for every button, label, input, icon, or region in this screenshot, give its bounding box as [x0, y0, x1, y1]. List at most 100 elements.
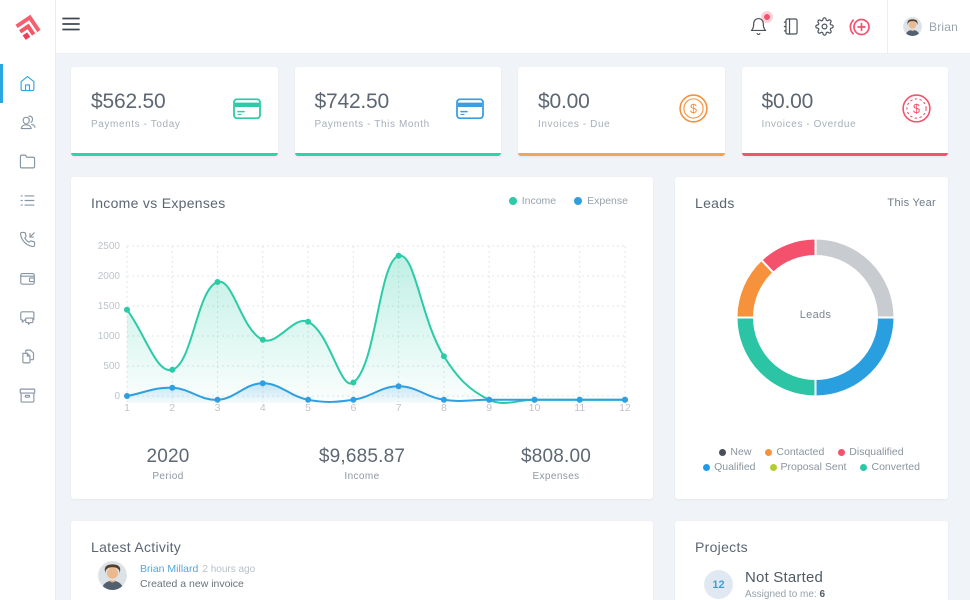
svg-text:2500: 2500 — [98, 241, 121, 252]
sidebar-item-documents[interactable] — [0, 337, 55, 376]
legend-dot — [769, 463, 777, 471]
top-header: Brian — [56, 0, 970, 54]
hamburger-icon — [62, 17, 80, 31]
legend-label: Converted — [871, 461, 920, 473]
leads-legend-item-disqualified[interactable]: Disqualified — [838, 446, 904, 458]
legend-dot — [508, 197, 517, 205]
activity-user-link[interactable]: Brian Millard — [140, 563, 199, 575]
stat-accent-bar — [741, 153, 948, 156]
sidebar-item-contacts[interactable] — [0, 103, 55, 142]
sidebar-item-home[interactable] — [0, 64, 55, 103]
legend-label: New — [730, 446, 752, 458]
stat-label: Payments - Today — [91, 119, 181, 130]
svg-text:6: 6 — [350, 402, 356, 414]
activity-title: Latest Activity — [91, 539, 182, 555]
svg-text:5: 5 — [305, 402, 311, 414]
stat-text: $562.50 Payments - Today — [91, 67, 180, 153]
quick-add-button[interactable] — [848, 15, 872, 39]
legend-dot — [719, 448, 727, 456]
sidebar-item-wallet[interactable] — [0, 259, 55, 298]
legend-item-expense[interactable]: Expense — [574, 195, 628, 207]
svg-text:11: 11 — [574, 402, 585, 414]
sidebar-item-list[interactable] — [0, 181, 55, 220]
svg-text:3: 3 — [215, 402, 221, 414]
stat-icon: $ — [678, 93, 708, 127]
credit-card-icon — [456, 97, 484, 119]
menu-toggle-button[interactable] — [56, 9, 88, 44]
leads-title: Leads — [695, 195, 735, 211]
leads-donut-chart — [735, 237, 896, 398]
home-icon — [20, 75, 35, 92]
app-logo[interactable] — [0, 0, 56, 54]
leads-legend-item-converted[interactable]: Converted — [860, 461, 920, 473]
leads-legend-item-new[interactable]: New — [719, 446, 751, 458]
projects-card: Projects 12 Not Started Assigned to me: 6 — [675, 521, 948, 600]
svg-text:9: 9 — [486, 402, 492, 414]
summary-expenses: $808.00 Expenses — [520, 446, 592, 482]
legend-label: Disqualified — [849, 446, 904, 458]
latest-activity-card: Latest Activity Brian Millard 2 hours ago… — [71, 521, 653, 600]
stat-value: $0.00 — [761, 90, 814, 113]
sidebar-item-chat[interactable] — [0, 298, 55, 337]
dashboard-content: $562.50 Payments - Today $742.50 Payments -… — [56, 54, 970, 600]
stat-card-invoices-overdue[interactable]: $0.00 Invoices - Overdue $ — [741, 67, 948, 156]
chat-icon — [20, 311, 35, 325]
stat-icon — [456, 97, 484, 124]
archive-icon — [19, 388, 36, 403]
activity-item: Brian Millard 2 hours ago Created a new in… — [98, 561, 255, 590]
stat-card-payments-this-month[interactable]: $742.50 Payments - This Month — [294, 67, 501, 156]
gear-icon — [815, 17, 834, 36]
projects-title: Projects — [695, 539, 748, 555]
stat-card-payments-today[interactable]: $562.50 Payments - Today — [71, 67, 278, 156]
legend-label: Income — [521, 195, 557, 207]
legend-dot — [574, 197, 583, 205]
stat-text: $742.50 Payments - This Month — [315, 67, 430, 153]
stat-accent-bar — [71, 153, 278, 156]
svg-text:2000: 2000 — [98, 271, 121, 282]
leads-period: This Year — [887, 197, 936, 209]
legend-dot — [765, 448, 773, 456]
sidebar-item-phone-incoming[interactable] — [0, 220, 55, 259]
legend-dot — [703, 463, 711, 471]
charts-row: Income vs Expenses Income Expense 0 500 100… — [71, 177, 948, 499]
stat-icon: $ — [902, 93, 931, 127]
stat-icon — [232, 97, 261, 124]
user-name: Brian — [928, 19, 958, 34]
project-item: 12 Not Started Assigned to me: 6 — [704, 569, 825, 600]
chart-title: Income vs Expenses — [91, 195, 226, 211]
svg-text:1: 1 — [124, 402, 130, 414]
stat-text: $0.00 Invoices - Overdue — [762, 67, 857, 153]
legend-label: Proposal Sent — [780, 461, 847, 473]
stat-label: Invoices - Overdue — [761, 119, 857, 130]
svg-text:1500: 1500 — [98, 301, 121, 312]
stat-card-invoices-due[interactable]: $0.00 Invoices - Due $ — [518, 67, 725, 156]
add-circle-icon — [849, 18, 870, 35]
leads-legend-item-contacted[interactable]: Contacted — [765, 446, 824, 458]
chart-legend: Income Expense — [491, 195, 628, 207]
leads-legend-item-qualified[interactable]: Qualified — [703, 461, 756, 473]
coin-icon: $ — [678, 93, 708, 123]
project-status: Not Started — [745, 569, 824, 586]
leads-legend-item-proposal-sent[interactable]: Proposal Sent — [769, 461, 847, 473]
project-assigned: Assigned to me: 6 — [745, 589, 826, 600]
header-divider — [886, 0, 888, 54]
activity-action: Created a new invoice — [140, 578, 244, 590]
notifications-button[interactable] — [749, 14, 770, 36]
legend-item-income[interactable]: Income — [508, 195, 557, 207]
stat-label: Invoices - Due — [538, 119, 611, 130]
sidebar-item-folder[interactable] — [0, 142, 55, 181]
summary-income: $9,685.87 Income — [318, 446, 406, 482]
legend-label: Expense — [587, 195, 628, 207]
sidebar-item-archive[interactable] — [0, 376, 55, 415]
settings-button[interactable] — [815, 17, 834, 36]
income-expenses-card: Income vs Expenses Income Expense 0 500 100… — [71, 177, 653, 499]
contacts-icon — [20, 115, 36, 130]
leads-card: Leads This Year Leads New Contacted Disqua… — [675, 177, 948, 499]
summary-period: 2020 Period — [146, 446, 190, 482]
stats-row: $562.50 Payments - Today $742.50 Payments -… — [71, 67, 948, 156]
user-menu[interactable]: Brian — [888, 17, 970, 36]
stat-text: $0.00 Invoices - Due — [538, 67, 610, 153]
notes-button[interactable] — [782, 17, 801, 36]
svg-text:7: 7 — [396, 402, 402, 414]
